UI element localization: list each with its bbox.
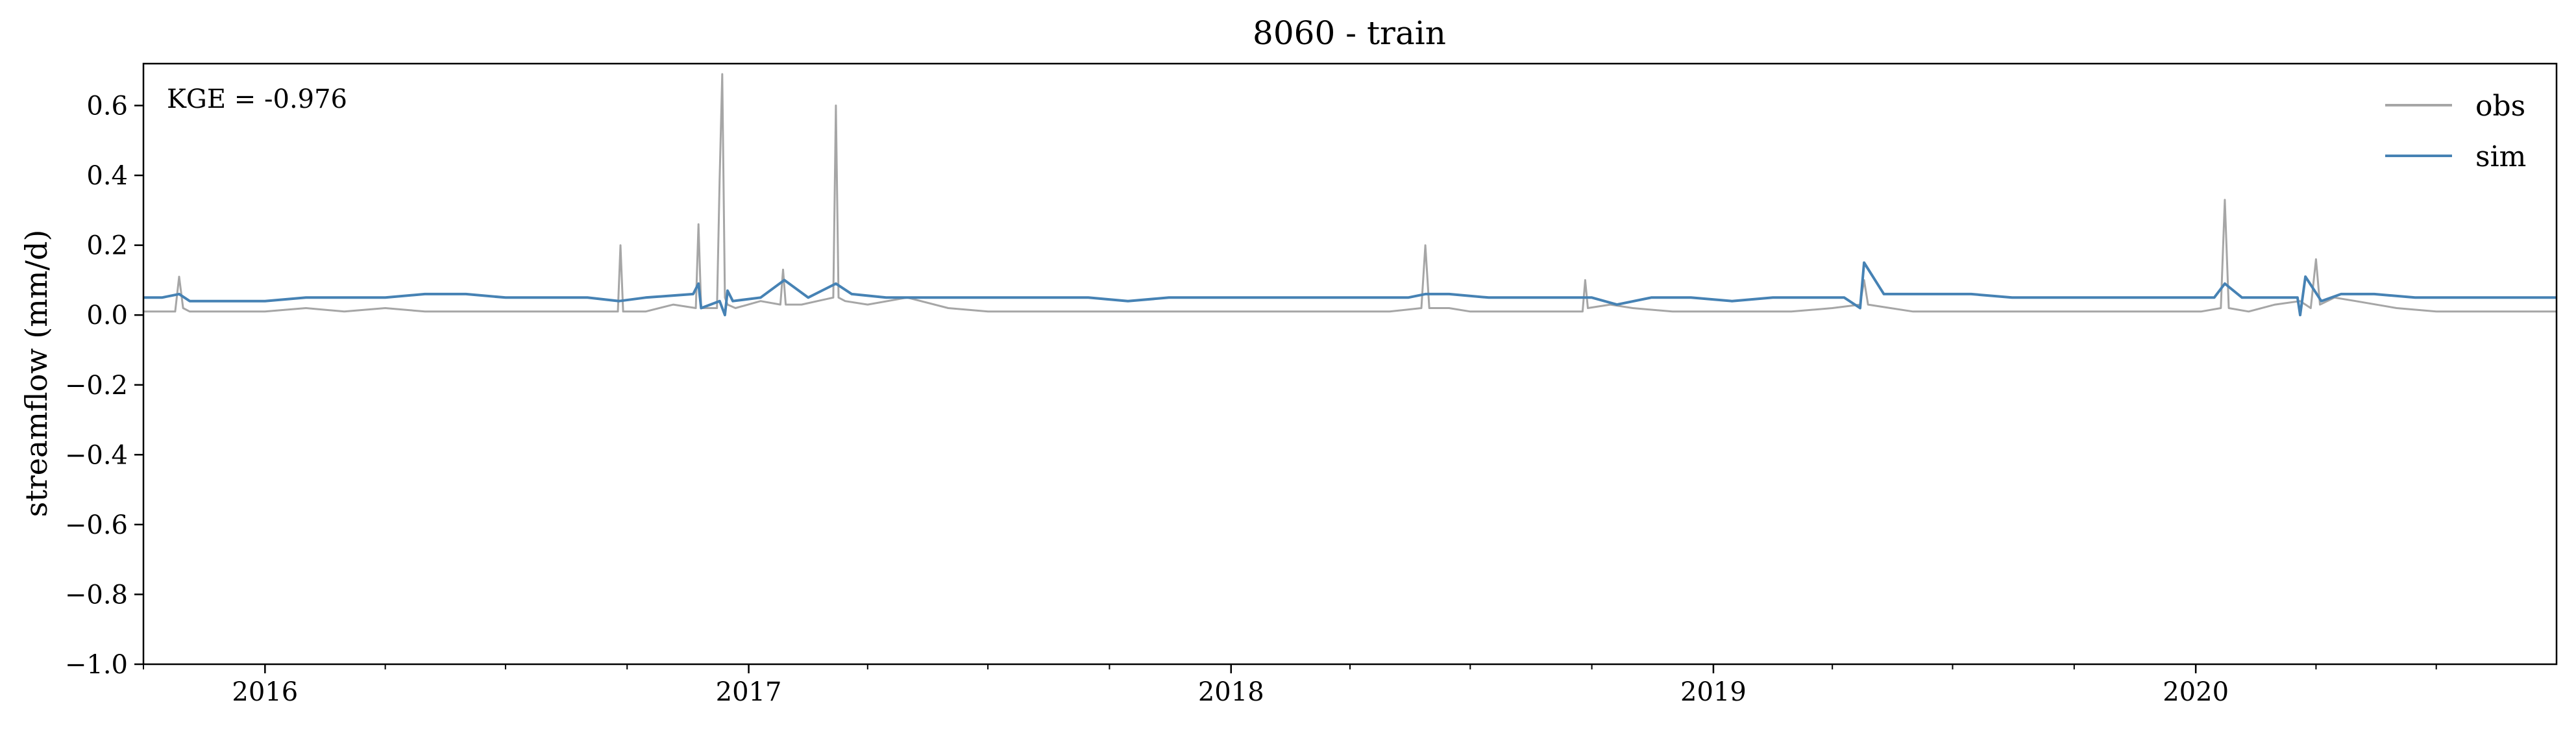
- y-tick-label: −0.6: [65, 510, 128, 540]
- x-axis: 2016 2017 2018 2019 2020: [143, 664, 2437, 707]
- x-tick-label: 2020: [2163, 677, 2229, 707]
- y-axis: 0.6 0.4 0.2 0.0 −0.2 −0.4 −0.6 −0.8 −1.0: [65, 92, 143, 680]
- legend-label-obs: obs: [2475, 90, 2525, 123]
- y-tick-label: 0.4: [86, 161, 128, 191]
- legend: obs sim: [2385, 90, 2526, 173]
- plot-frame: [142, 62, 2558, 666]
- y-tick-label: 0.2: [86, 231, 128, 261]
- chart-title: 8060 - train: [1253, 14, 1446, 52]
- series-line-sim: [143, 261, 2557, 317]
- kge-annotation: KGE = -0.976: [167, 84, 347, 114]
- y-tick-label: −1.0: [65, 650, 128, 680]
- y-tick-label: 0.0: [86, 301, 128, 330]
- y-tick-label: −0.2: [65, 371, 128, 401]
- x-tick-label: 2019: [1680, 677, 1747, 707]
- x-tick-label: 2016: [232, 677, 298, 707]
- y-tick-label: 0.6: [86, 92, 128, 121]
- x-tick-label: 2017: [716, 677, 782, 707]
- y-axis-label: streamflow (mm/d): [19, 230, 54, 517]
- x-tick-label: 2018: [1198, 677, 1264, 707]
- y-tick-label: −0.8: [65, 580, 128, 610]
- y-tick-label: −0.4: [65, 440, 128, 470]
- series-line-obs: [143, 73, 2557, 313]
- legend-label-sim: sim: [2475, 140, 2526, 173]
- plot-area: 0.60.40.20.0−0.2−0.4−0.6−0.8−1.0 2016 201…: [65, 62, 2558, 707]
